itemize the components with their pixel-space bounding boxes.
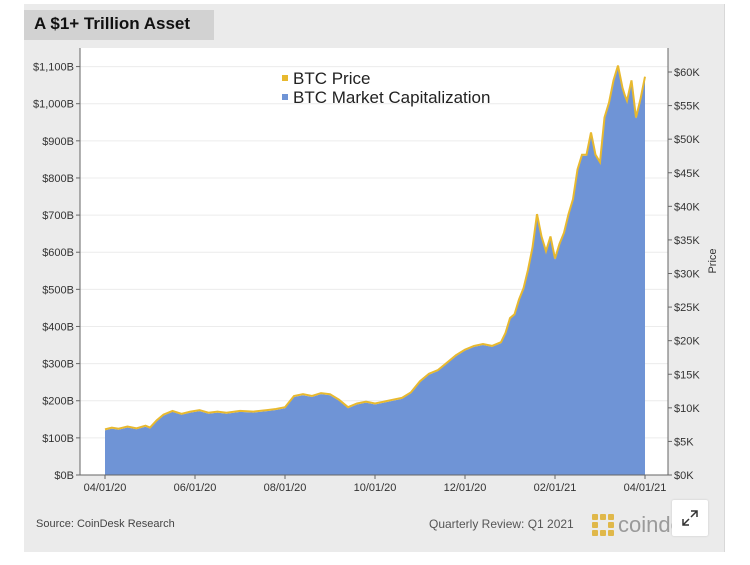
y-tick-label: $200B — [42, 396, 74, 408]
price-line — [104, 65, 646, 431]
x-tick-label: 04/01/21 — [624, 482, 667, 494]
y2-axis-label: Price — [707, 248, 719, 273]
legend-label-market-cap: BTC Market Capitalization — [293, 88, 490, 107]
x-tick-label: 06/01/20 — [174, 482, 217, 494]
y2-tick-label: $15K — [674, 369, 700, 381]
y2-tick-label: $20K — [674, 336, 700, 348]
legend-swatch-price — [282, 75, 288, 81]
y2-tick-label: $40K — [674, 201, 700, 213]
y2-tick-label: $5K — [674, 436, 694, 448]
legend-label-price: BTC Price — [293, 69, 370, 88]
x-tick-label: 12/01/20 — [444, 482, 487, 494]
y-tick-label: $800B — [42, 173, 74, 185]
quarterly-review-note: Quarterly Review: Q1 2021 — [429, 517, 574, 531]
y2-tick-label: $25K — [674, 302, 700, 314]
y-tick-label: $700B — [42, 210, 74, 222]
y2-tick-label: $0K — [674, 470, 694, 482]
expand-icon — [682, 510, 698, 526]
y-tick-label: $300B — [42, 359, 74, 371]
y2-tick-label: $50K — [674, 134, 700, 146]
y-tick-label: $400B — [42, 321, 74, 333]
x-tick-label: 04/01/20 — [84, 482, 127, 494]
chart-title: A $1+ Trillion Asset — [34, 14, 191, 33]
x-tick-label: 10/01/20 — [354, 482, 397, 494]
source-note: Source: CoinDesk Research — [36, 518, 175, 530]
y2-tick-label: $10K — [674, 403, 700, 415]
y-tick-label: $1,100B — [33, 62, 74, 74]
x-tick-label: 02/01/21 — [534, 482, 577, 494]
y-tick-label: $500B — [42, 284, 74, 296]
y2-tick-label: $55K — [674, 101, 700, 113]
market-cap-area — [105, 66, 645, 475]
title-box — [24, 10, 214, 40]
y2-tick-label: $35K — [674, 235, 700, 247]
y-tick-label: $0B — [54, 470, 74, 482]
y-tick-label: $100B — [42, 433, 74, 445]
legend-swatch-market-cap — [282, 94, 288, 100]
expand-button[interactable] — [672, 500, 708, 536]
y2-tick-label: $45K — [674, 168, 700, 180]
y-tick-label: $600B — [42, 247, 74, 259]
y2-tick-label: $30K — [674, 269, 700, 281]
y-tick-label: $1,000B — [33, 99, 74, 111]
y2-tick-label: $60K — [674, 67, 700, 79]
x-tick-label: 08/01/20 — [264, 482, 307, 494]
coindesk-mark-icon — [592, 514, 614, 536]
y-tick-label: $900B — [42, 136, 74, 148]
